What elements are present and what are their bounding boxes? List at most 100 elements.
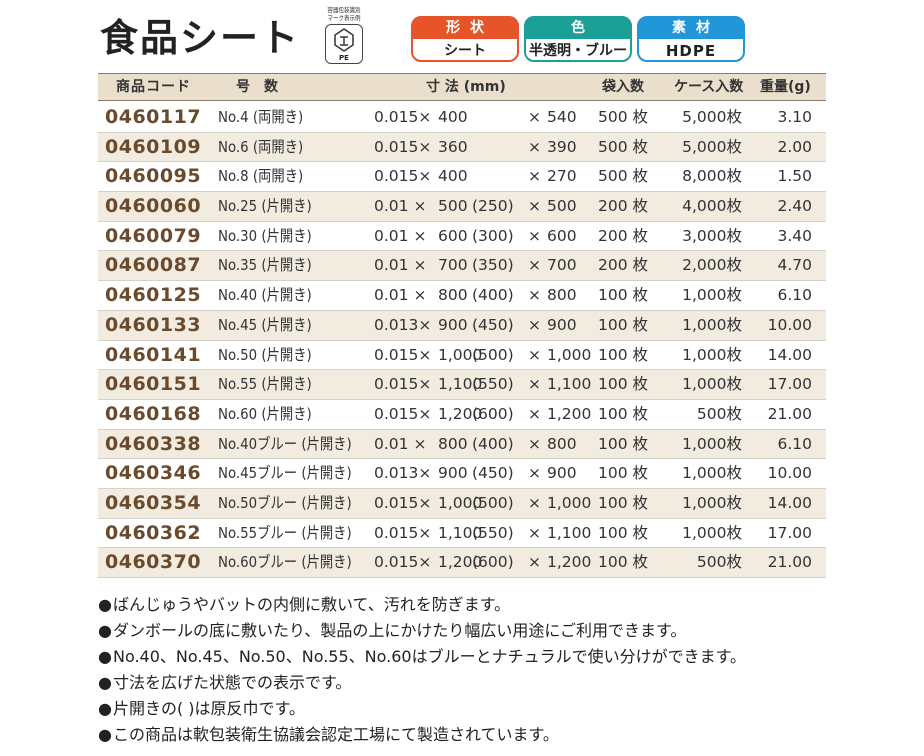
- weight: 4.70: [777, 256, 812, 275]
- dim-width: 500: [438, 197, 468, 216]
- table-row: 0460117 No.4 (両開き) 0.015× 400 × 540 500 枚 5,000…: [98, 103, 826, 133]
- product-number: No.30 (片開き): [218, 226, 312, 245]
- dim-times: ×: [528, 464, 541, 483]
- table-header: 商品コード 号数 寸 法 (mm) 袋入数 ケース入数 重量(g): [98, 73, 826, 101]
- dim-height: 1,000: [547, 493, 592, 512]
- dim-height: 500: [547, 197, 577, 216]
- per-case: 1,000枚: [682, 286, 742, 305]
- per-bag: 100 枚: [598, 345, 649, 364]
- notes-list: ばんじゅうやバットの内側に敷いて、汚れを防ぎます。ダンボールの底に敷いたり、製品…: [98, 592, 898, 748]
- dim-times: ×: [528, 108, 541, 126]
- per-case: 2,000枚: [682, 256, 742, 275]
- per-bag: 500 枚: [598, 137, 649, 156]
- product-code: 0460346: [105, 462, 202, 485]
- product-code: 0460151: [105, 373, 202, 396]
- recycle-caption-1: 容器包装識別: [327, 6, 361, 14]
- dim-times: ×: [528, 286, 541, 305]
- badge-material-label: 素材: [672, 20, 720, 36]
- dim-width: 400: [438, 167, 468, 186]
- dim-fold-width: (550): [472, 523, 514, 542]
- dim-fold-width: (550): [472, 375, 514, 394]
- recycle-box: PE: [325, 24, 363, 64]
- product-code: 0460362: [105, 521, 202, 544]
- table-row: 0460346 No.45ブルー (片開き) 0.013× 900 (450) × 900 1…: [98, 459, 826, 489]
- weight: 6.10: [777, 434, 812, 453]
- badge-material-value: HDPE: [639, 39, 743, 60]
- dim-thickness: 0.01 ×: [374, 286, 427, 305]
- product-number: No.6 (両開き): [218, 137, 304, 156]
- dim-thickness: 0.015×: [374, 523, 432, 542]
- badge-color: 色 半透明・ブルー: [524, 16, 632, 62]
- dim-fold-width: (600): [472, 553, 514, 572]
- per-bag: 100 枚: [598, 553, 649, 572]
- dim-width: 1,000: [438, 493, 483, 512]
- weight: 10.00: [767, 315, 812, 334]
- dim-thickness: 0.015×: [374, 404, 432, 423]
- product-code: 0460370: [105, 551, 202, 574]
- dim-times: ×: [528, 137, 541, 156]
- product-code: 0460133: [105, 313, 202, 336]
- dim-width: 1,100: [438, 375, 483, 394]
- table-row: 0460125 No.40 (片開き) 0.01 × 800 (400) × 800 100 …: [98, 281, 826, 311]
- table-row: 0460370 No.60ブルー (片開き) 0.015× 1,200 (600) × 1,…: [98, 548, 826, 578]
- product-code: 0460354: [105, 491, 202, 514]
- weight: 6.10: [777, 286, 812, 305]
- per-case: 3,000枚: [682, 226, 742, 245]
- per-case: 5,000枚: [682, 108, 742, 126]
- per-bag: 200 枚: [598, 256, 649, 275]
- dim-width: 800: [438, 434, 468, 453]
- dim-thickness: 0.015×: [374, 553, 432, 572]
- dim-height: 1,000: [547, 345, 592, 364]
- product-number: No.35 (片開き): [218, 256, 312, 275]
- dim-width: 1,100: [438, 523, 483, 542]
- dim-height: 1,200: [547, 553, 592, 572]
- header-per-case: ケース入数: [674, 79, 744, 95]
- header-dimensions: 寸 法 (mm): [426, 79, 506, 95]
- per-case: 1,000枚: [682, 345, 742, 364]
- per-bag: 100 枚: [598, 375, 649, 394]
- dim-thickness: 0.015×: [374, 345, 432, 364]
- product-number: No.50ブルー (片開き): [218, 493, 352, 512]
- dim-height: 900: [547, 315, 577, 334]
- dim-fold-width: (500): [472, 493, 514, 512]
- dim-thickness: 0.01 ×: [374, 226, 427, 245]
- dim-width: 900: [438, 464, 468, 483]
- dim-width: 1,200: [438, 553, 483, 572]
- per-case: 5,000枚: [682, 137, 742, 156]
- dim-fold-width: (450): [472, 315, 514, 334]
- per-bag: 100 枚: [598, 315, 649, 334]
- dim-fold-width: (500): [472, 345, 514, 364]
- dim-times: ×: [528, 226, 541, 245]
- weight: 17.00: [767, 375, 812, 394]
- weight: 17.00: [767, 523, 812, 542]
- header-number: 号数: [236, 79, 292, 95]
- dim-fold-width: (350): [472, 256, 514, 275]
- dim-width: 800: [438, 286, 468, 305]
- dim-thickness: 0.01 ×: [374, 434, 427, 453]
- table-row: 0460354 No.50ブルー (片開き) 0.015× 1,000 (500) × 1,…: [98, 488, 826, 519]
- per-case: 1,000枚: [682, 464, 742, 483]
- dim-times: ×: [528, 553, 541, 572]
- table-row: 0460338 No.40ブルー (片開き) 0.01 × 800 (400) × 800 1…: [98, 429, 826, 460]
- product-number: No.45ブルー (片開き): [218, 464, 352, 483]
- product-code: 0460338: [105, 432, 202, 455]
- product-code: 0460141: [105, 343, 202, 366]
- badge-shape: 形状 シート: [411, 16, 519, 62]
- badge-material: 素材 HDPE: [637, 16, 745, 62]
- recycle-material: PE: [339, 54, 349, 62]
- per-case: 4,000枚: [682, 197, 742, 216]
- per-bag: 500 枚: [598, 167, 649, 186]
- badge-shape-label: 形状: [446, 20, 494, 36]
- dim-height: 1,100: [547, 523, 592, 542]
- product-number: No.25 (片開き): [218, 197, 312, 216]
- dim-height: 800: [547, 434, 577, 453]
- dim-width: 1,000: [438, 345, 483, 364]
- dim-height: 390: [547, 137, 577, 156]
- recycle-caption-2: マーク表示例: [327, 14, 361, 22]
- dim-thickness: 0.013×: [374, 315, 432, 334]
- per-bag: 100 枚: [598, 286, 649, 305]
- product-number: No.40 (片開き): [218, 286, 312, 305]
- product-code: 0460095: [105, 165, 202, 188]
- badge-color-value: 半透明・ブルー: [526, 39, 630, 60]
- table-row: 0460168 No.60 (片開き) 0.015× 1,200 (600) × 1,200…: [98, 400, 826, 430]
